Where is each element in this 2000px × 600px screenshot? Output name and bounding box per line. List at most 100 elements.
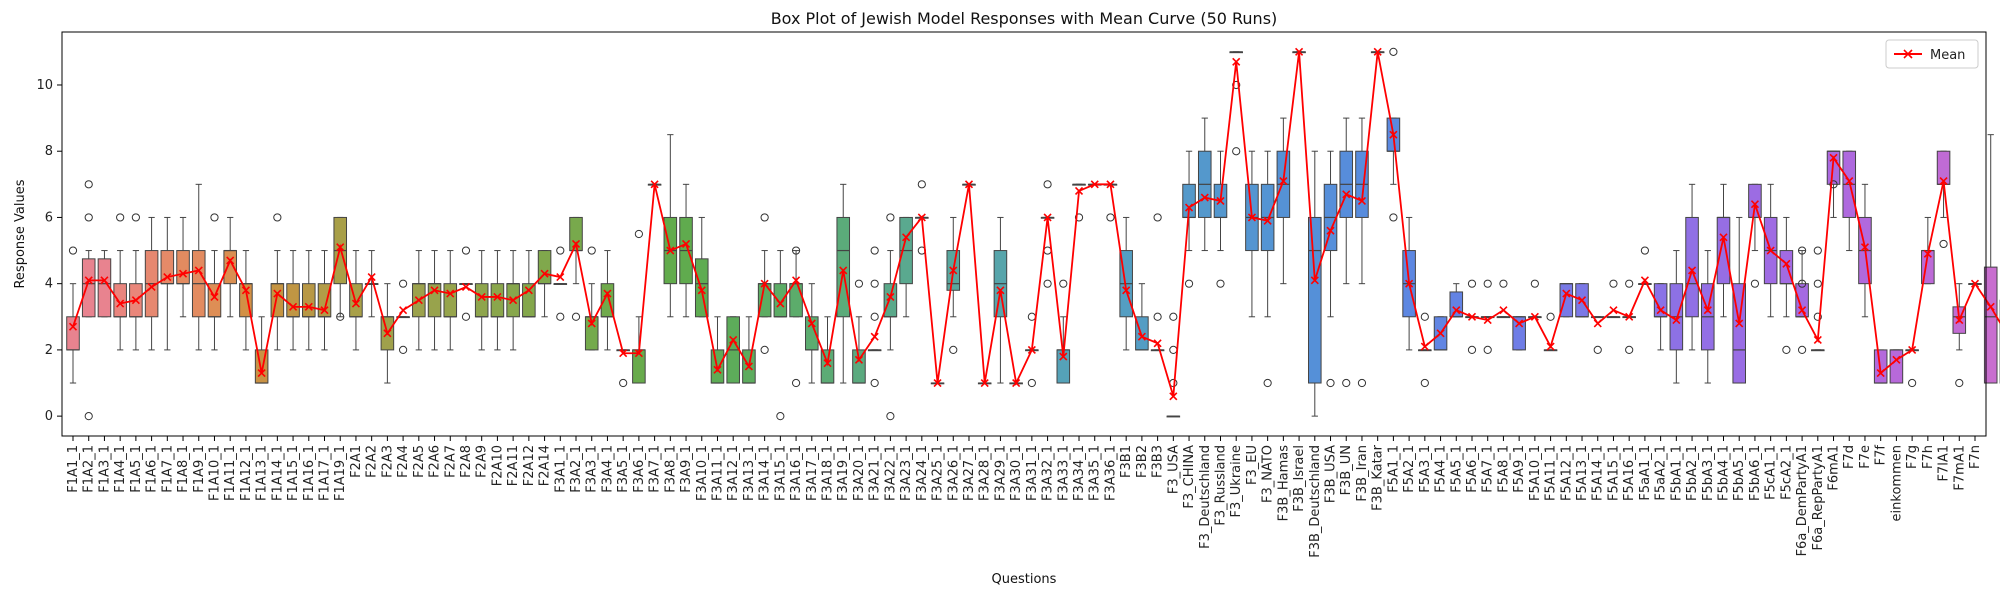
x-tick-label: F3A22_1 (883, 445, 898, 501)
box-iqr (789, 283, 803, 318)
box-iqr (836, 216, 851, 318)
outlier-point (1593, 345, 1602, 355)
x-tick-label: F3A9_1 (679, 445, 694, 493)
mean-marker (1137, 332, 1146, 341)
mean-marker-stroke (1923, 249, 1932, 258)
mean-marker-stroke (587, 319, 596, 328)
box-einkommen (1889, 349, 1904, 384)
mean-marker-stroke (178, 269, 188, 278)
x-tick-label: F5bA6_1 (1748, 445, 1763, 501)
x-tick-label: F3B_Deutschland (1308, 445, 1323, 558)
mean-marker-stroke (1216, 196, 1225, 205)
x-tick-label: F5A2_1 (1402, 445, 1417, 493)
x-tick-label: F5bA2_1 (1685, 445, 1700, 501)
outlier-point (791, 378, 801, 388)
x-tick-label: F3_Russland (1213, 445, 1228, 526)
mean-marker-stroke (116, 299, 125, 308)
box-F3A21_1 (867, 246, 882, 388)
x-tick-label: F3A24_1 (915, 445, 930, 501)
box-F5A9_1 (1512, 316, 1526, 351)
x-tick-label: F3A2_1 (569, 445, 584, 493)
box-iqr (113, 283, 127, 318)
mean-marker (524, 286, 533, 295)
box-F3A29_1 (993, 216, 1008, 384)
mean-marker-stroke (1735, 319, 1744, 328)
outlier-point (68, 246, 78, 255)
x-tick-label: F3A36_1 (1103, 445, 1118, 501)
mean-marker-stroke (1012, 378, 1021, 388)
mean-marker (1436, 329, 1445, 338)
outlier-point (1467, 279, 1477, 288)
box-F3A5_1 (616, 349, 630, 388)
mean-marker-stroke (1405, 279, 1414, 288)
mean-marker-stroke (1122, 286, 1131, 295)
x-tick-label: F5A14_1 (1591, 445, 1606, 501)
mean-marker (681, 239, 691, 249)
mean-marker (556, 272, 565, 282)
x-tick-label: F5A8_1 (1496, 445, 1511, 493)
box-F1A9_1 (191, 183, 206, 351)
mean-marker (1106, 180, 1115, 189)
x-tick-label: F3A11_1 (710, 445, 725, 501)
box-F3B1 (1119, 216, 1133, 351)
box-F1A19_1 (333, 216, 348, 321)
outlier-point (1609, 279, 1618, 288)
mean-marker-stroke (1043, 213, 1052, 222)
mean-marker-stroke (1389, 130, 1398, 139)
mean-marker-stroke (540, 269, 549, 278)
mean-marker-stroke (1656, 306, 1665, 315)
x-tick-label: F7mA1 (1952, 445, 1967, 491)
x-tick-label: F5A16_1 (1622, 445, 1637, 501)
outlier-point (1813, 312, 1822, 321)
mean-curve (68, 47, 2000, 401)
mean-marker (68, 322, 78, 331)
mean-marker (226, 256, 235, 265)
box-F1A16_1 (302, 250, 316, 351)
box-F5A11_1 (1543, 312, 1558, 352)
outlier-point (461, 246, 471, 255)
mean-marker-stroke (1813, 335, 1822, 345)
mean-marker (886, 292, 895, 301)
mean-marker-stroke (336, 243, 345, 252)
x-tick-label: F7f (1874, 445, 1889, 466)
mean-marker (273, 289, 282, 298)
mean-marker (84, 276, 93, 285)
mean-marker (131, 296, 140, 305)
mean-marker-stroke (1357, 196, 1367, 205)
mean-marker-stroke (509, 296, 518, 305)
box-iqr (522, 283, 536, 318)
outlier-point (461, 312, 471, 321)
mean-marker-stroke (792, 276, 801, 285)
outlier-point (886, 412, 895, 421)
mean-marker-stroke (776, 299, 785, 308)
mean-marker (116, 299, 125, 308)
mean-marker-stroke (131, 296, 140, 305)
mean-marker-stroke (854, 355, 864, 364)
y-tick-label: 4 (45, 277, 53, 292)
outlier-point (1232, 80, 1241, 90)
mean-marker-stroke (619, 349, 628, 358)
mean-marker (870, 332, 879, 341)
mean-marker (257, 369, 266, 378)
mean-marker (163, 272, 172, 282)
y-axis-ticks: 0 2 4 6 8 10 (36, 78, 62, 424)
x-tick-label: F2A14 (538, 445, 553, 486)
mean-marker (194, 266, 203, 275)
mean-marker (1656, 306, 1665, 315)
outlier-point (1499, 279, 1508, 288)
mean-marker (1467, 312, 1477, 321)
mean-marker (1798, 306, 1807, 315)
mean-marker-stroke (1137, 332, 1146, 341)
mean-marker-stroke (1499, 306, 1508, 315)
outlier-point (1074, 213, 1084, 222)
mean-marker (1939, 176, 1948, 186)
mean-marker-stroke (226, 256, 235, 265)
outlier-point (1750, 279, 1760, 288)
box-iqr (1716, 216, 1731, 285)
outlier-point (776, 412, 785, 421)
box-F1A3_1 (97, 250, 112, 318)
x-tick-label: F1A8_1 (176, 445, 191, 493)
mean-marker (1750, 200, 1759, 209)
outlier-point (571, 312, 581, 321)
x-tick-label: F5A6_1 (1465, 445, 1480, 493)
